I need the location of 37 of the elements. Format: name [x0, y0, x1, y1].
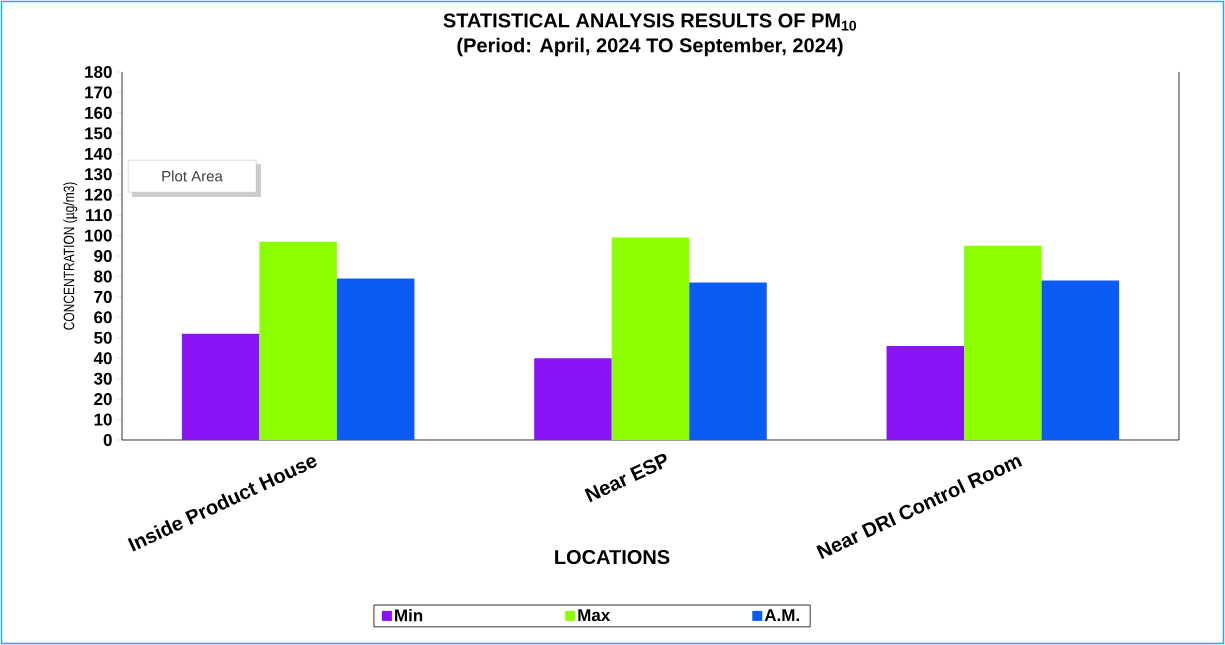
y-tick-label: 180: [85, 65, 112, 79]
bar: [611, 237, 690, 440]
y-tick-label: 90: [94, 249, 112, 263]
y-tick-label: 130: [85, 168, 112, 181]
legend-label: Max: [578, 609, 611, 622]
y-tick-label: 120: [85, 188, 112, 201]
y-tick-label: 10: [94, 413, 112, 426]
y-tick-label: 20: [94, 393, 112, 406]
annotation: Plot Area: [162, 170, 223, 182]
chart-title: STATISTICAL ANALYSIS RESULTS OF PM$_{10}$: [443, 13, 857, 31]
y-tick-label: 140: [85, 147, 112, 160]
y-tick-label: 40: [93, 352, 112, 365]
bar: [886, 345, 965, 440]
y-axis-title: CONCENTRATION (µg/m3): [63, 182, 78, 330]
x-tick-label: Near ESP: [584, 453, 667, 503]
bar: [259, 241, 337, 440]
legend-label: Min: [395, 609, 423, 622]
bar: [336, 278, 415, 440]
chart-subtitle: (Period: April, 2024 TO September, 2024): [457, 37, 843, 57]
y-tick-label: 150: [85, 127, 112, 140]
bar: [534, 358, 612, 440]
y-tick-label: 80: [94, 270, 112, 283]
bar: [1041, 280, 1120, 440]
y-tick-label: 170: [85, 86, 112, 99]
y-tick-label: 50: [94, 331, 112, 344]
y-tick-label: 0: [103, 433, 112, 447]
bar: [689, 282, 767, 440]
y-tick-label: 110: [86, 209, 112, 222]
y-tick-label: 70: [94, 290, 112, 303]
x-axis-title: LOCATIONS: [555, 549, 670, 565]
y-tick-label: 100: [85, 229, 112, 242]
bar: [964, 245, 1042, 440]
bar: [181, 333, 260, 440]
y-tick-label: 30: [93, 372, 112, 385]
y-tick-label: 60: [94, 311, 112, 324]
y-tick-label: 160: [85, 106, 112, 119]
legend-label: A.M.: [764, 609, 799, 621]
